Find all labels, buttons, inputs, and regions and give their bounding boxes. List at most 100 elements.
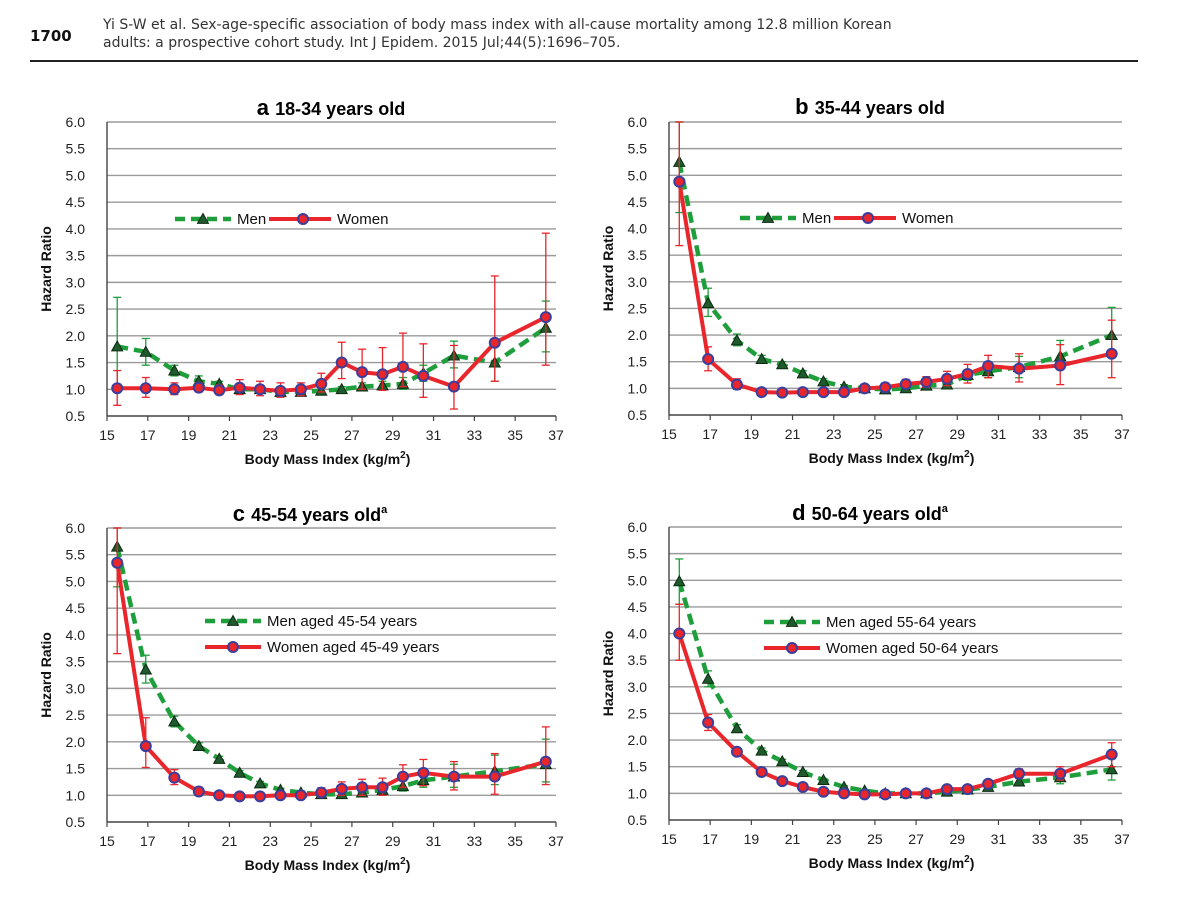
series-women <box>673 121 1118 399</box>
data-point-circle <box>817 785 830 798</box>
y-tick-label: 4.5 <box>628 599 648 615</box>
y-axis-title: Hazard Ratio <box>38 226 54 312</box>
x-tick-label: 31 <box>991 831 1007 847</box>
panel-title: b 35-44 years old <box>795 94 945 119</box>
x-tick-label: 27 <box>908 831 924 847</box>
data-point-triangle <box>775 357 789 370</box>
x-axis-title: Body Mass Index (kg/m2) <box>809 854 975 871</box>
panel-title: d 50-64 years olda <box>792 500 949 525</box>
data-point-circle <box>961 783 974 796</box>
data-point-circle <box>315 786 328 799</box>
page-header: 1700 Yi S-W et al. Sex-age-specific asso… <box>30 12 1138 60</box>
data-point-circle <box>315 377 328 390</box>
y-tick-label: 2.5 <box>66 301 86 317</box>
y-tick-label: 1.5 <box>66 355 86 371</box>
data-point-circle <box>417 369 430 382</box>
legend-label: Women aged 50-64 years <box>826 640 998 657</box>
data-point-circle <box>254 383 267 396</box>
legend-triangle-marker <box>196 212 210 224</box>
data-point-circle <box>168 383 181 396</box>
data-point-circle <box>755 766 768 779</box>
data-point-triangle <box>730 721 744 734</box>
y-tick-label: 2.0 <box>66 734 86 750</box>
y-axis-title: Hazard Ratio <box>600 631 616 717</box>
x-tick-label: 23 <box>826 831 842 847</box>
data-point-circle <box>1054 359 1067 372</box>
data-point-circle <box>1105 748 1118 761</box>
series-line <box>115 546 547 797</box>
y-tick-label: 2.5 <box>628 300 648 316</box>
x-tick-label: 37 <box>1114 831 1130 847</box>
data-point-triangle <box>1012 775 1026 787</box>
y-tick-label: 3.5 <box>628 247 648 263</box>
data-point-circle <box>254 790 267 803</box>
x-tick-label: 19 <box>744 831 760 847</box>
series-women <box>111 232 552 410</box>
x-tick-label: 17 <box>140 833 156 849</box>
y-tick-label: 3.0 <box>66 680 86 696</box>
y-tick-label: 4.0 <box>66 221 86 237</box>
data-point-circle <box>1013 767 1026 780</box>
data-point-circle <box>755 386 768 399</box>
x-tick-label: 19 <box>181 833 197 849</box>
data-point-circle <box>539 755 552 768</box>
y-tick-label: 6.0 <box>66 520 86 536</box>
data-point-circle <box>376 368 389 381</box>
y-tick-label: 4.5 <box>66 600 86 616</box>
y-tick-label: 1.0 <box>66 381 86 397</box>
data-point-circle <box>702 353 715 366</box>
data-point-circle <box>139 382 152 395</box>
data-point-circle <box>274 384 287 397</box>
legend-triangle-marker <box>761 211 775 223</box>
legend-triangle-marker <box>226 614 240 626</box>
x-tick-label: 37 <box>1114 426 1130 442</box>
y-tick-label: 3.5 <box>66 654 86 670</box>
data-point-circle <box>879 381 892 394</box>
x-tick-label: 17 <box>702 831 718 847</box>
data-point-triangle <box>168 364 181 376</box>
data-point-circle <box>982 777 995 790</box>
y-tick-label: 1.0 <box>628 785 648 801</box>
series-men <box>110 296 553 397</box>
data-point-triangle <box>755 744 769 756</box>
data-point-triangle <box>775 754 789 767</box>
series-men <box>672 121 1119 395</box>
x-tick-label: 23 <box>262 427 278 443</box>
y-tick-label: 6.0 <box>628 519 648 535</box>
data-point-triangle <box>817 773 830 785</box>
data-point-circle <box>139 740 152 753</box>
y-tick-label: 2.0 <box>66 328 86 344</box>
data-point-triangle <box>701 296 715 309</box>
x-tick-label: 21 <box>785 831 801 847</box>
data-point-circle <box>539 311 552 324</box>
data-point-circle <box>356 781 369 794</box>
x-tick-label: 33 <box>1032 426 1048 442</box>
x-tick-label: 27 <box>344 833 360 849</box>
data-point-circle <box>961 367 974 380</box>
data-point-triangle <box>730 333 744 346</box>
y-tick-label: 5.5 <box>66 141 86 157</box>
x-tick-label: 21 <box>222 833 238 849</box>
data-point-circle <box>488 770 501 783</box>
legend-circle-marker <box>297 213 309 225</box>
x-tick-label: 29 <box>385 833 401 849</box>
y-tick-label: 3.0 <box>66 274 86 290</box>
data-point-circle <box>796 386 809 399</box>
data-point-circle <box>899 378 912 391</box>
x-tick-label: 27 <box>908 426 924 442</box>
data-point-circle <box>335 782 348 795</box>
data-point-circle <box>192 381 205 394</box>
data-point-circle <box>168 771 181 784</box>
legend: Men aged 45-54 years Women aged 45-49 yea… <box>205 613 439 656</box>
x-tick-label: 23 <box>262 833 278 849</box>
x-tick-label: 15 <box>661 831 677 847</box>
x-tick-label: 31 <box>426 833 442 849</box>
x-tick-label: 33 <box>467 427 483 443</box>
data-point-triangle <box>701 672 715 684</box>
data-point-circle <box>294 383 307 396</box>
data-point-circle <box>213 384 226 397</box>
data-point-circle <box>940 372 953 385</box>
y-tick-label: 1.5 <box>628 759 648 775</box>
data-point-circle <box>376 781 389 794</box>
legend: Men Women <box>175 211 388 228</box>
